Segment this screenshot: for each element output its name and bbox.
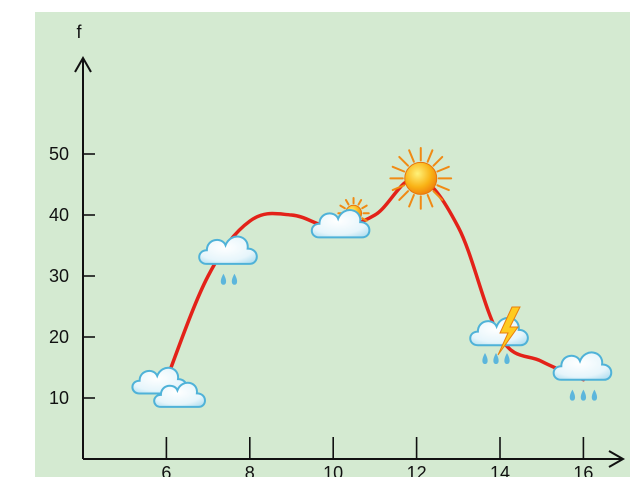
cloud-shape (310, 209, 371, 239)
x-axis-arrow (608, 450, 626, 468)
sun-ray (398, 155, 410, 167)
sun-ray (432, 155, 444, 167)
raindrop (231, 273, 238, 285)
sun-ray (391, 184, 406, 192)
cloud-shape (153, 381, 206, 408)
sun-icon (389, 147, 453, 210)
y-tick-label: 40 (49, 205, 69, 225)
y-tick-label: 50 (49, 144, 69, 164)
x-tick-label: 12 (407, 463, 427, 477)
sun-ray (398, 190, 410, 201)
raindrop (580, 389, 587, 401)
x-tick-label: 10 (323, 463, 343, 477)
partly-sunny-icon (310, 197, 371, 239)
sun-ray (391, 165, 406, 173)
rain-cloud-icon (198, 235, 258, 285)
cloud-shape (198, 235, 258, 265)
y-tick-label: 20 (49, 327, 69, 347)
cloud-shape (552, 351, 613, 381)
sun-ray (408, 149, 415, 163)
lightning-bolt (497, 306, 521, 356)
sun-ray (436, 184, 450, 192)
sun-ray (436, 165, 450, 173)
sun-ray (344, 199, 350, 206)
thunderstorm-icon (469, 306, 529, 364)
x-tick-label: 8 (245, 463, 255, 477)
y-axis-arrow (74, 55, 92, 73)
sun-ray (361, 217, 368, 222)
cloud-shape (469, 317, 529, 347)
raindrop (591, 389, 598, 401)
sun-ray (357, 199, 363, 206)
x-tick-label: 16 (573, 463, 593, 477)
chart-figure: f 10 20 30 40 50 6 8 10 12 14 16 (35, 12, 630, 477)
y-tick-label: 10 (49, 388, 69, 408)
x-tick-label: 14 (490, 463, 510, 477)
y-tick-label: 30 (49, 266, 69, 286)
line-chart: f 10 20 30 40 50 6 8 10 12 14 16 (49, 22, 626, 477)
sun-ray (432, 190, 444, 201)
y-axis-label: f (76, 22, 82, 42)
rain-cloud-icon (552, 351, 613, 401)
cloudy-icon (131, 366, 206, 408)
raindrop (493, 353, 499, 364)
raindrop (220, 273, 227, 285)
raindrop (504, 353, 510, 364)
sun-ray (361, 204, 368, 210)
sun-disc (404, 161, 438, 195)
raindrop (569, 389, 576, 401)
x-tick-label: 6 (161, 463, 171, 477)
sun-ray (426, 194, 434, 208)
sun-ray (408, 194, 415, 208)
sun-ray (339, 204, 346, 210)
raindrop (482, 353, 488, 364)
sun-ray (426, 149, 434, 163)
series-line (164, 176, 586, 382)
